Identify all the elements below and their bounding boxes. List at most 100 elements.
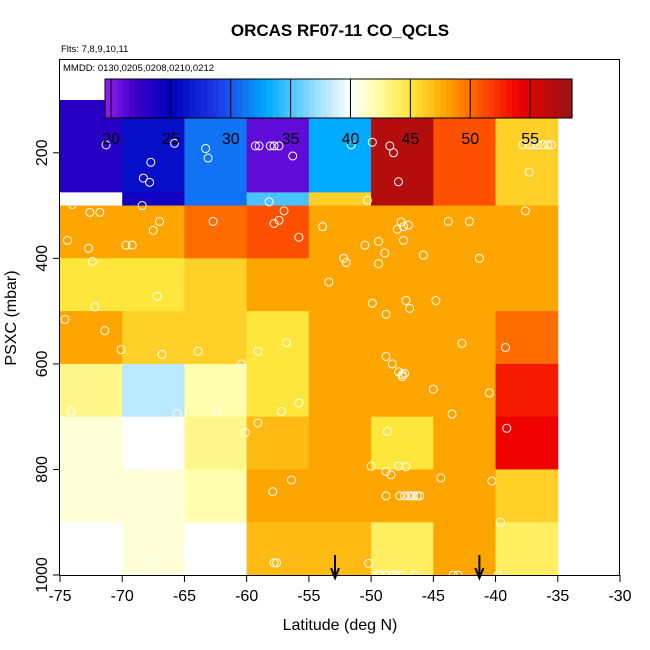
y-tick-label: 600 [34,350,51,377]
observation-point [121,240,131,250]
observation-point [457,338,467,348]
colorbar-swatch [224,79,232,118]
colorbar-tick-label: 45 [401,131,419,148]
heatmap-cell [433,416,497,470]
colorbar-swatch [476,79,483,118]
colorbar-swatch [146,79,154,118]
observation-point [237,359,247,369]
heatmap-cell [433,192,497,207]
arrow-head [330,567,340,581]
observation-point [381,352,391,361]
colorbar-swatch [386,79,393,118]
observation-point [145,177,155,187]
x-tick-label: -70 [111,588,134,605]
x-tick-label: -60 [235,588,258,605]
colorbar-swatch [446,79,453,118]
observation-point [389,148,399,158]
observation-point [447,409,457,419]
colorbar-swatch [350,79,358,118]
colorbar-swatch [482,79,489,118]
observation-point [193,346,203,356]
observation-point [84,549,94,559]
colorbar-swatch [434,79,441,118]
observation-point [153,448,163,458]
heatmap-cell [371,192,434,207]
colorbar-swatch [464,79,471,118]
heatmap-cell [495,311,559,365]
heatmap-cell [433,311,497,365]
observation-point [169,138,179,148]
observation-point [387,359,397,369]
heatmap-cell [184,469,248,523]
observation-point [183,549,193,559]
heatmap-cell [495,192,559,207]
observation-point [431,296,441,306]
observation-point [464,216,474,226]
colorbar-swatch [116,79,124,118]
observation-point [385,141,395,151]
colorbar-swatch [248,79,256,118]
observation-point [324,277,334,287]
observation-point [87,549,97,559]
observation-point [381,309,391,319]
observation-point [393,461,403,471]
latitude-markers [330,555,485,581]
observation-point [268,487,278,497]
colorbar-swatch [176,79,184,118]
observation-point [401,462,411,472]
observation-point [496,517,506,527]
flights-note: Flts: 7,8,9,10,11 [61,44,128,55]
heatmap-cell [60,416,123,470]
observation-point [157,349,167,359]
observation-point [288,151,298,161]
observation-point [346,140,356,150]
observation-point [67,200,77,209]
observation-point [62,235,72,245]
colorbar-swatch [290,79,298,118]
heatmap-cell [308,311,372,365]
colorbar-swatch [530,79,537,118]
colorbar-swatch [470,79,477,118]
heatmap-cell [60,258,123,312]
colorbar-swatch [266,79,274,118]
colorbar-swatch [494,79,501,118]
observation-point [528,140,538,150]
observation-point [524,167,534,177]
observation-point [138,173,148,183]
observation-point [87,257,97,266]
observation-point [374,259,384,269]
dates-note: MMDD: 0130,0205,0208,0210,0212 [63,63,214,74]
observation-point [208,216,218,226]
colorbar-swatch [548,79,555,118]
observation-point [90,549,100,559]
heatmap-cell [308,205,372,259]
y-tick-label: 1000 [34,557,51,593]
heatmap-cell [433,522,497,576]
heatmap-cell [246,311,310,365]
colorbar-swatch [356,79,364,118]
observation-point [538,140,548,150]
colorbar-swatch [404,79,411,118]
observation-point [101,140,111,150]
colorbar-swatch [542,79,549,118]
observation-point [84,243,94,253]
observation-point [443,216,453,226]
colorbar-swatch [170,79,178,118]
heatmap-cell [60,363,123,418]
heatmap-cell [246,258,310,312]
observation-point [201,549,211,559]
observation-point [401,296,411,306]
colorbar-swatch [392,79,399,118]
heatmap-cell [371,258,434,312]
observation-point [281,338,291,348]
observation-point [412,491,422,501]
colorbar-swatch [278,79,286,118]
observation-point [400,491,410,501]
observation-point [240,428,250,437]
observation-point [294,398,304,408]
observation-point [374,236,384,246]
observation-point [484,388,494,398]
colorbar-tick-label: 55 [521,131,539,148]
observation-point [543,140,553,150]
y-axis-label: PSXC (mbar) [3,270,20,365]
